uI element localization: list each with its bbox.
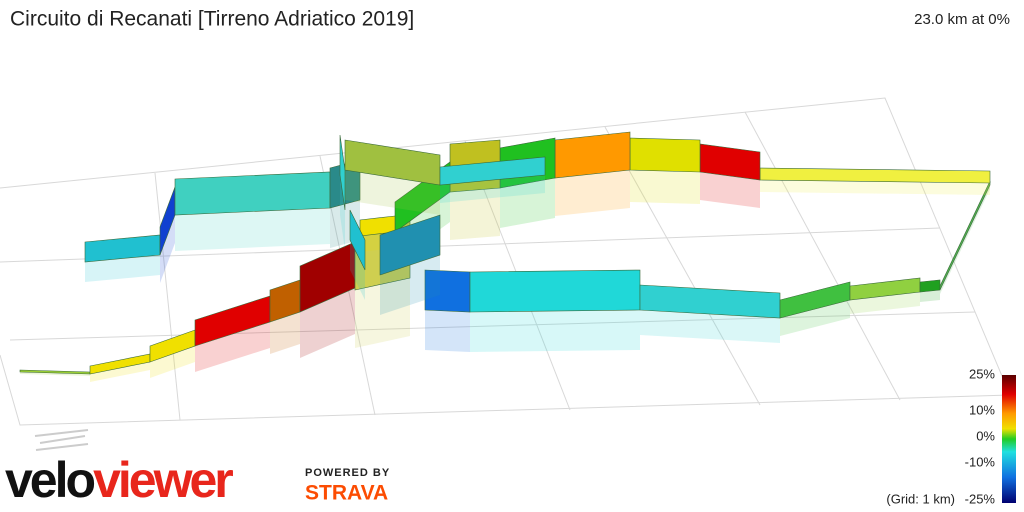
- logo: veloviewer: [5, 452, 233, 508]
- route-wall: [759, 167, 991, 184]
- route-wall: [339, 134, 346, 211]
- scale-label: -10%: [965, 454, 996, 469]
- route-wall: [349, 209, 366, 271]
- route-ribbon: [19, 131, 991, 382]
- route-wall: [919, 279, 941, 293]
- route-reflection: [355, 278, 410, 348]
- route-reflection: [150, 346, 195, 378]
- route-reflection: [160, 215, 175, 283]
- route-reflection: [640, 310, 780, 343]
- route-wall: [629, 137, 701, 173]
- route-reflection: [450, 188, 500, 240]
- route-reflection: [90, 362, 150, 382]
- route-reflection: [470, 310, 640, 352]
- grid-note: (Grid: 1 km): [886, 491, 955, 506]
- logo-end: viewer: [93, 452, 233, 508]
- gradient-scale: [1002, 375, 1016, 503]
- route-reflection: [85, 255, 160, 282]
- route-summary: 23.0 km at 0%: [914, 11, 1010, 28]
- route-reflection: [440, 175, 545, 203]
- scale-label: 25%: [969, 366, 995, 381]
- route-wall: [439, 156, 546, 186]
- logo-start: velo: [5, 452, 95, 508]
- route-reflection: [940, 185, 990, 294]
- route-wall: [379, 214, 441, 276]
- route-reflection: [195, 322, 270, 372]
- route-reflection: [780, 300, 850, 336]
- route-reflection: [425, 310, 470, 352]
- route-reflection: [500, 178, 555, 228]
- scale-label: -25%: [965, 491, 996, 506]
- route-reflection: [300, 288, 355, 358]
- scale-label: 10%: [969, 402, 995, 417]
- route-reflection: [350, 240, 365, 300]
- route-reflection: [700, 172, 760, 208]
- north-arrow: [34, 429, 89, 451]
- route-reflection: [760, 180, 990, 195]
- route-title: Circuito di Recanati [Tirreno Adriatico …: [10, 8, 414, 31]
- route-wall: [469, 269, 641, 313]
- powered-by: POWERED BY: [305, 467, 390, 479]
- route-reflection: [175, 208, 330, 251]
- route-reflection: [630, 170, 700, 204]
- route-wall: [939, 180, 991, 291]
- route-wall: [554, 131, 631, 179]
- route-reflection: [555, 170, 630, 216]
- route-wall: [174, 171, 331, 216]
- route-reflection: [850, 292, 920, 314]
- route-reflection: [270, 312, 300, 354]
- scale-label: 0%: [976, 428, 995, 443]
- route-reflection: [340, 175, 345, 250]
- route-reflection: [920, 290, 940, 302]
- strava-logo: STRAVA: [305, 482, 388, 505]
- route-reflection: [20, 372, 90, 376]
